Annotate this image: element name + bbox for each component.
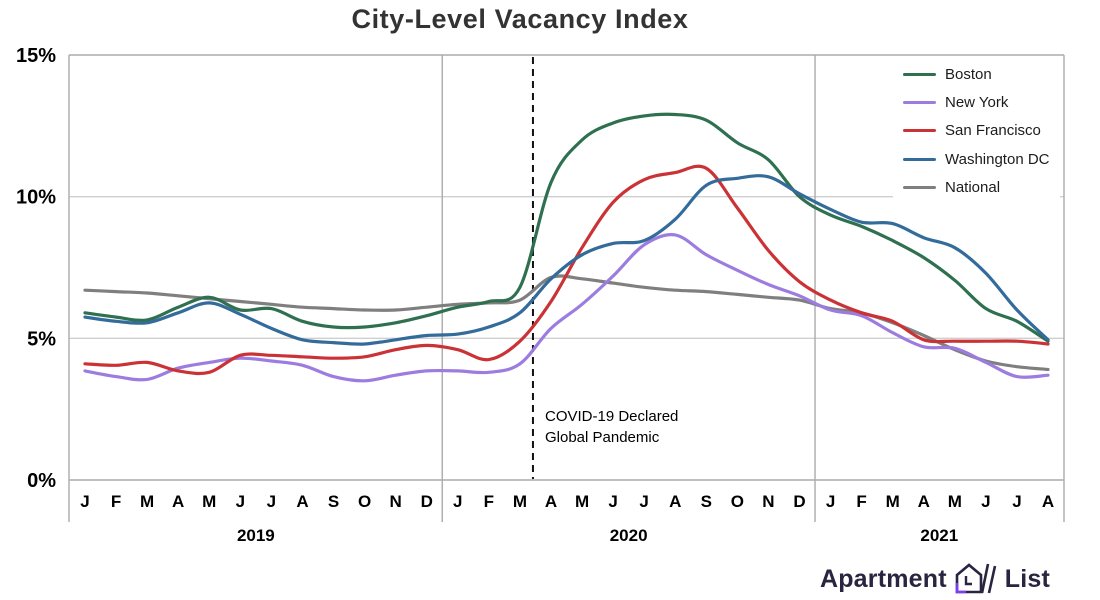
legend-label: Boston <box>945 65 992 83</box>
series-line-boston <box>83 112 1050 343</box>
apartment-list-house-icon <box>955 563 997 594</box>
x-tick-label: M <box>948 492 962 511</box>
covid-annotation-line2: Global Pandemic <box>545 429 660 446</box>
x-tick-label: F <box>111 492 121 511</box>
x-tick-label: M <box>202 492 216 511</box>
x-tick-label: J <box>608 492 617 511</box>
apartment-list-logo: Apartment List <box>820 562 1050 596</box>
year-label-2020: 2020 <box>610 526 648 545</box>
x-tick-label: D <box>421 492 433 511</box>
legend-label: San Francisco <box>945 122 1041 140</box>
x-tick-label: M <box>575 492 589 511</box>
new-york-line-swatch-icon <box>903 101 936 105</box>
x-tick-label: D <box>793 492 805 511</box>
x-tick-label: J <box>236 492 245 511</box>
legend-label: New York <box>945 94 1009 112</box>
x-tick-label: J <box>826 492 835 511</box>
x-tick-label: M <box>513 492 527 511</box>
year-label-2021: 2021 <box>920 526 958 545</box>
national-line-swatch-icon <box>903 186 936 190</box>
legend-label: National <box>945 179 1001 197</box>
y-tick-label: 10% <box>16 187 56 209</box>
x-tick-label: N <box>390 492 402 511</box>
x-tick-label: M <box>886 492 900 511</box>
covid-annotation: COVID-19 Declared Global Pandemic <box>545 406 678 448</box>
legend-item-washington-dc: Washington DC <box>903 145 1050 173</box>
y-tick-label: 5% <box>27 328 56 350</box>
series-line-washington-dc <box>83 174 1050 346</box>
x-tick-label: F <box>856 492 866 511</box>
x-tick-label: J <box>981 492 990 511</box>
year-label-2019: 2019 <box>237 526 275 545</box>
legend: Boston New York San Francisco Washington… <box>893 57 1060 205</box>
x-tick-label: J <box>80 492 89 511</box>
legend-item-boston: Boston <box>903 60 1050 88</box>
y-tick-label: 15% <box>16 45 56 67</box>
x-tick-label: J <box>453 492 462 511</box>
san-francisco-line-swatch-icon <box>903 129 936 133</box>
logo-text-list: List <box>1004 564 1050 593</box>
x-tick-label: A <box>172 492 184 511</box>
logo-text-apartment: Apartment <box>819 564 947 593</box>
x-tick-label: A <box>1042 492 1054 511</box>
x-tick-label: J <box>1012 492 1021 511</box>
x-tick-label: F <box>484 492 494 511</box>
series-line-san-francisco <box>83 164 1050 376</box>
x-tick-label: J <box>267 492 276 511</box>
x-tick-label: A <box>918 492 930 511</box>
x-tick-label: O <box>358 492 371 511</box>
series-line-new-york <box>83 232 1050 383</box>
x-tick-label: S <box>701 492 712 511</box>
series-line-national <box>83 274 1050 372</box>
page-title: City-Level Vacancy Index <box>351 4 689 34</box>
x-tick-label: S <box>328 492 339 511</box>
legend-item-new-york: New York <box>903 88 1050 116</box>
x-tick-label: A <box>669 492 681 511</box>
x-tick-label: J <box>639 492 648 511</box>
x-tick-label: N <box>762 492 774 511</box>
x-tick-label: A <box>296 492 308 511</box>
boston-line-swatch-icon <box>903 72 936 76</box>
x-tick-label: M <box>140 492 154 511</box>
legend-item-national: National <box>903 174 1050 202</box>
y-tick-label: 0% <box>27 470 56 492</box>
x-tick-label: A <box>545 492 557 511</box>
covid-annotation-line1: COVID-19 Declared <box>545 408 679 425</box>
legend-item-san-francisco: San Francisco <box>903 117 1050 145</box>
x-tick-label: O <box>731 492 744 511</box>
washington-dc-line-swatch-icon <box>903 157 936 161</box>
legend-label: Washington DC <box>945 150 1050 168</box>
